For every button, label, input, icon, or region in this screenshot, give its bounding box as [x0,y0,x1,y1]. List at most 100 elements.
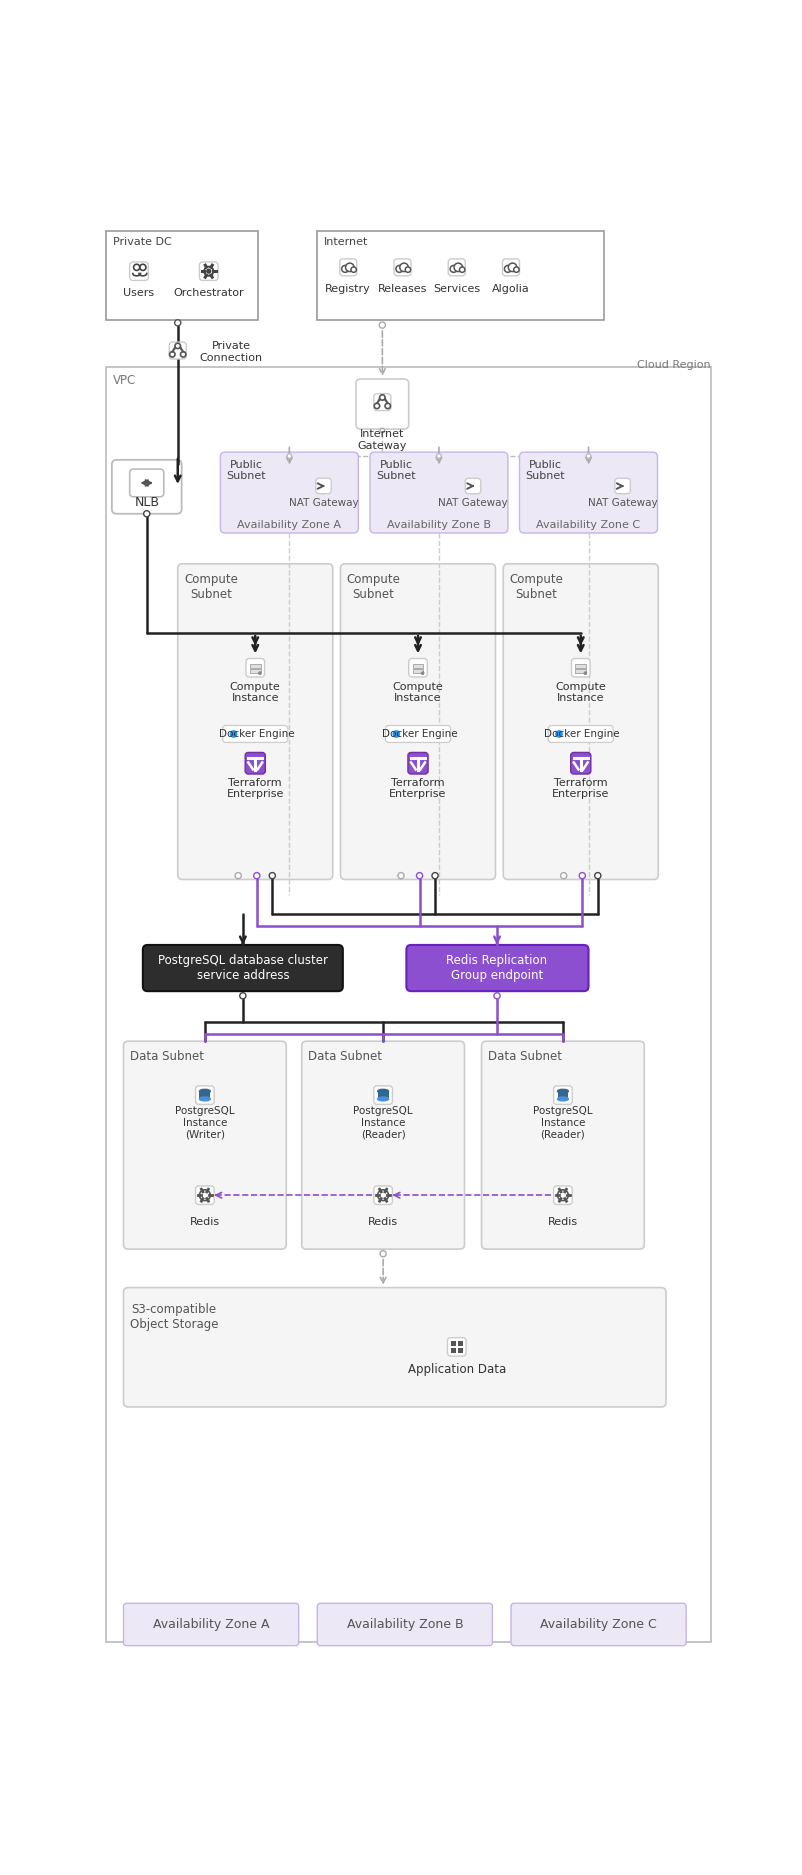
FancyBboxPatch shape [503,259,520,276]
Text: Availability Zone A: Availability Zone A [237,519,342,531]
Text: Redis: Redis [368,1217,398,1226]
FancyBboxPatch shape [520,452,658,532]
FancyBboxPatch shape [503,564,658,879]
Text: S3-compatible
Object Storage: S3-compatible Object Storage [130,1303,218,1331]
Circle shape [269,872,275,879]
Circle shape [175,321,180,326]
FancyBboxPatch shape [124,1603,298,1646]
Text: Cloud Region: Cloud Region [638,360,711,369]
Circle shape [422,671,423,675]
Bar [557,1091,569,1099]
Bar [412,664,423,668]
FancyBboxPatch shape [143,945,342,992]
FancyBboxPatch shape [448,1337,466,1356]
Text: NLB: NLB [134,495,160,508]
FancyBboxPatch shape [196,1187,214,1204]
FancyBboxPatch shape [341,564,496,879]
Bar [378,1091,388,1099]
FancyBboxPatch shape [571,752,591,774]
Circle shape [380,1251,387,1256]
Text: Availability Zone B: Availability Zone B [387,519,491,531]
Circle shape [561,872,567,879]
Circle shape [380,428,385,433]
Text: Data Subnet: Data Subnet [130,1050,204,1063]
Text: Redis: Redis [548,1217,578,1226]
Circle shape [229,729,237,739]
Text: Redis: Redis [190,1217,220,1226]
Text: Redis Replication
Group endpoint: Redis Replication Group endpoint [447,954,548,982]
Circle shape [175,343,180,349]
FancyBboxPatch shape [245,752,265,774]
Text: Public
Subnet: Public Subnet [227,459,266,482]
Text: Compute
Instance: Compute Instance [393,682,444,703]
FancyBboxPatch shape [130,262,148,281]
FancyBboxPatch shape [200,262,218,281]
Circle shape [405,266,411,272]
FancyBboxPatch shape [481,1041,644,1249]
Bar [250,669,261,673]
Text: Data Subnet: Data Subnet [488,1050,561,1063]
Circle shape [342,266,349,272]
Text: Public
Subnet: Public Subnet [376,459,415,482]
Circle shape [454,262,463,272]
Circle shape [432,872,438,879]
FancyBboxPatch shape [407,945,589,992]
Text: Compute
Instance: Compute Instance [555,682,606,703]
FancyBboxPatch shape [316,478,331,493]
Text: Compute
Subnet: Compute Subnet [184,574,238,602]
Circle shape [259,671,261,675]
FancyBboxPatch shape [409,658,427,677]
FancyBboxPatch shape [553,1086,572,1104]
Circle shape [235,872,241,879]
Text: Internet
Gateway: Internet Gateway [358,429,407,450]
Circle shape [253,872,260,879]
FancyBboxPatch shape [615,478,630,493]
Bar [200,1091,210,1099]
Text: Terraform
Enterprise: Terraform Enterprise [552,778,610,799]
Circle shape [460,266,465,272]
FancyBboxPatch shape [553,1187,572,1204]
Text: Availability Zone C: Availability Zone C [541,1618,657,1631]
Text: Compute
Instance: Compute Instance [230,682,281,703]
FancyBboxPatch shape [356,379,409,429]
Circle shape [169,352,175,356]
Text: Docker Engine: Docker Engine [219,729,294,739]
Text: Terraform
Enterprise: Terraform Enterprise [226,778,284,799]
Circle shape [399,262,408,272]
FancyBboxPatch shape [549,726,614,742]
Text: Private
Connection: Private Connection [200,341,262,364]
FancyBboxPatch shape [318,1603,492,1646]
Text: Releases: Releases [378,283,427,294]
Bar [451,1348,456,1354]
Circle shape [385,403,391,409]
Text: Registry: Registry [326,283,371,294]
Circle shape [416,872,423,879]
Bar [451,1341,456,1346]
Circle shape [207,270,211,274]
FancyBboxPatch shape [386,726,451,742]
FancyBboxPatch shape [340,259,357,276]
Circle shape [514,266,519,272]
Text: Services: Services [433,283,480,294]
FancyBboxPatch shape [124,1288,666,1406]
Circle shape [144,510,150,518]
Text: Docker Engine: Docker Engine [545,729,620,739]
FancyBboxPatch shape [408,752,428,774]
Text: Internet: Internet [323,238,368,248]
Bar [107,368,711,1642]
FancyBboxPatch shape [246,658,265,677]
FancyBboxPatch shape [178,564,333,879]
Bar [457,1341,463,1346]
FancyBboxPatch shape [124,1041,286,1249]
Text: NAT Gateway: NAT Gateway [289,499,358,508]
Text: Compute
Subnet: Compute Subnet [346,574,400,602]
FancyBboxPatch shape [302,1041,464,1249]
Ellipse shape [557,1089,569,1093]
FancyBboxPatch shape [169,341,186,358]
Bar [107,231,257,321]
Text: Algolia: Algolia [492,283,530,294]
Bar [250,664,261,668]
Circle shape [396,266,403,272]
Text: VPC: VPC [112,373,136,386]
Bar [575,664,586,668]
